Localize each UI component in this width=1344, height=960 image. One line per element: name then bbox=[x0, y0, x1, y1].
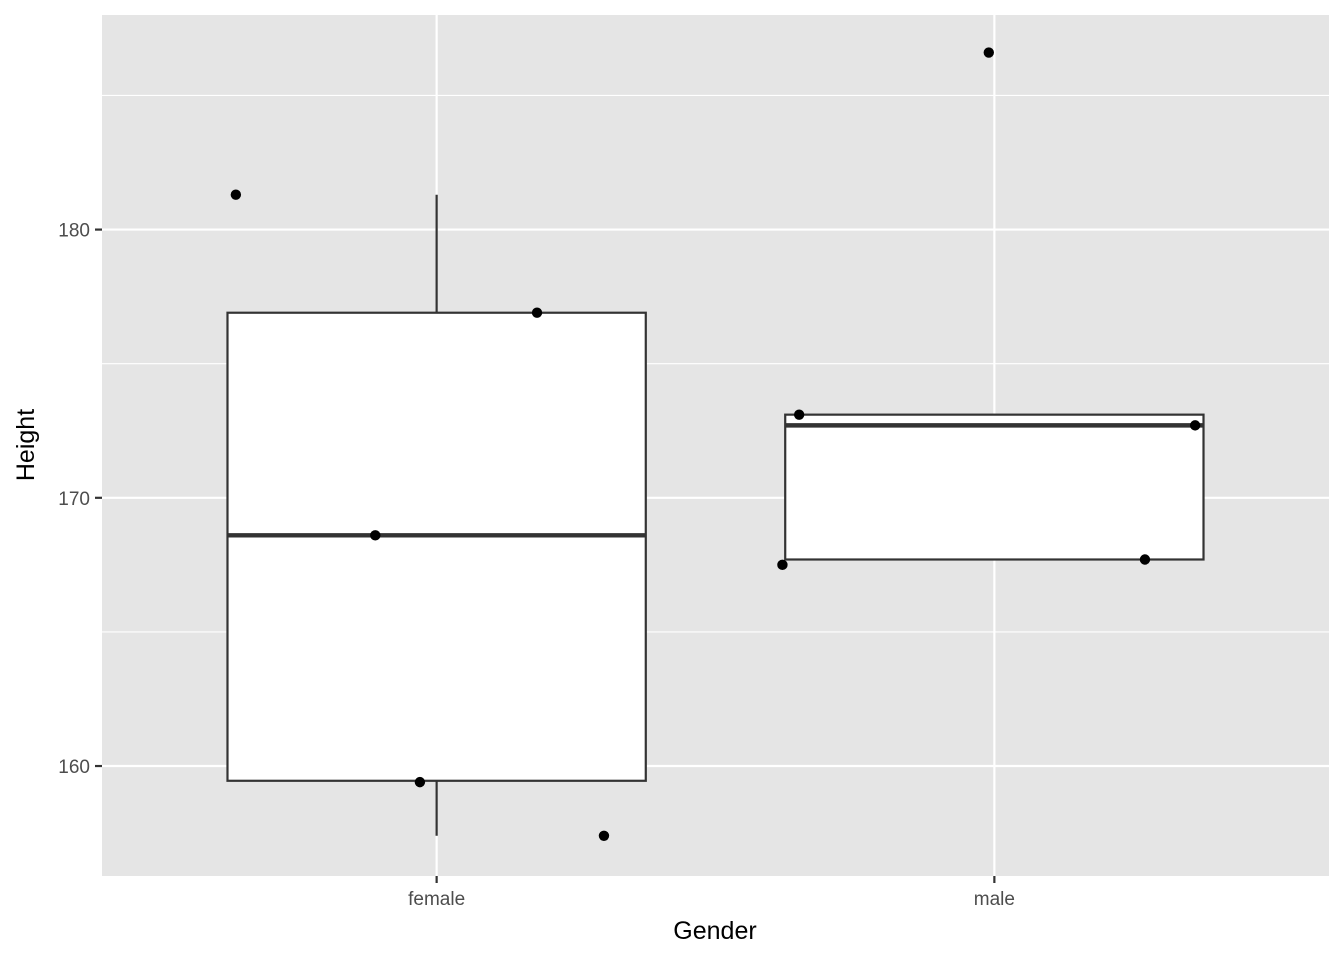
data-point bbox=[1139, 554, 1151, 565]
y-tick-label: 160 bbox=[58, 757, 90, 778]
data-point bbox=[1189, 420, 1201, 431]
x-tick-label: female bbox=[408, 889, 465, 910]
x-tick-label: male bbox=[974, 889, 1015, 910]
data-point bbox=[598, 830, 610, 841]
axes: 160 170 180 female male bbox=[58, 221, 1015, 910]
data-point bbox=[414, 776, 426, 788]
data-point bbox=[793, 409, 805, 420]
data-point bbox=[370, 530, 381, 541]
data-point bbox=[777, 559, 788, 571]
y-tick-label: 180 bbox=[58, 221, 90, 242]
box-female bbox=[226, 311, 647, 782]
boxes bbox=[226, 194, 1205, 836]
data-point bbox=[983, 47, 994, 58]
y-tick-label: 170 bbox=[58, 489, 90, 510]
box-male bbox=[784, 413, 1205, 561]
data-point bbox=[230, 189, 242, 200]
x-axis-title: Gender bbox=[673, 917, 756, 945]
y-axis-title: Height bbox=[12, 409, 40, 481]
data-point bbox=[531, 307, 543, 318]
data-points bbox=[230, 47, 1201, 841]
